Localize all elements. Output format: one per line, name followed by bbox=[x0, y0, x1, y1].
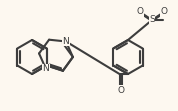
Text: O: O bbox=[161, 8, 167, 17]
Text: N: N bbox=[63, 37, 69, 46]
Text: O: O bbox=[117, 86, 124, 95]
Text: N: N bbox=[43, 64, 49, 73]
Text: O: O bbox=[137, 8, 143, 17]
Text: S: S bbox=[149, 16, 155, 25]
